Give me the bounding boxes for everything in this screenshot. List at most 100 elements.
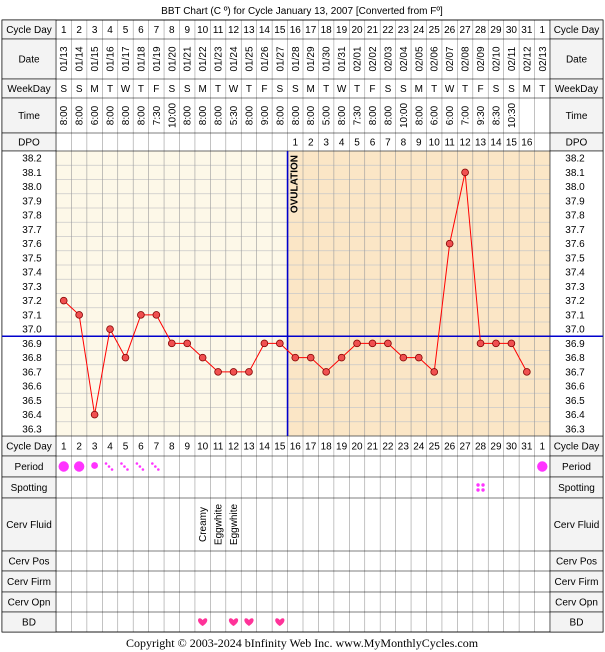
time-cell: 10:00 [399, 103, 410, 128]
row-label-bg-left [1, 611, 57, 633]
y-tick-label: 37.2 [22, 296, 42, 307]
date-cell: 02/05 [414, 46, 425, 71]
date-cell: 01/31 [337, 46, 348, 71]
row-label-period: Period [15, 462, 44, 473]
period-light-dot [157, 468, 160, 471]
date-cell: 02/07 [445, 46, 456, 71]
date-cell: 02/03 [383, 46, 394, 71]
time-cell: 8:00 [244, 105, 255, 125]
y-tick-label-right: 38.2 [565, 154, 585, 165]
weekday-cell: F [477, 84, 483, 95]
bd-heart-icon [198, 618, 208, 626]
temperature-point [229, 368, 238, 376]
period-light-dot [107, 465, 111, 468]
period-heavy-dot [73, 461, 85, 472]
ovulation-label: OVULATION [290, 155, 301, 213]
cycle-day-cell-bottom: 4 [107, 442, 113, 453]
row-label-period-right: Period [562, 462, 591, 473]
time-cell: 8:00 [121, 105, 132, 125]
spotting-dot [476, 483, 480, 487]
cycle-day-cell: 1 [540, 25, 546, 36]
time-cell: 10:00 [167, 103, 178, 128]
weekday-cell: W [229, 84, 239, 95]
row-label-cerv-opn-right: Cerv Opn [555, 598, 598, 609]
y-tick-label: 36.5 [22, 396, 42, 407]
row-label-time-right: Time [566, 111, 588, 122]
time-cell: 6:00 [430, 105, 441, 125]
chart-title: BBT Chart (C º) for Cycle January 13, 20… [161, 6, 443, 17]
y-tick-label-right: 37.3 [565, 282, 585, 293]
y-tick-label-right: 38.0 [565, 182, 585, 193]
y-tick-label-right: 37.1 [565, 310, 585, 321]
time-cell: 8:00 [414, 105, 425, 125]
cycle-day-cell: 20 [351, 25, 363, 36]
weekday-cell: T [107, 84, 113, 95]
cycle-day-cell: 9 [184, 25, 190, 36]
cycle-day-cell-bottom: 21 [367, 442, 379, 453]
time-cell: 8:00 [383, 105, 394, 125]
time-cell: 8:00 [75, 105, 86, 125]
weekday-cell: W [337, 84, 347, 95]
row-cells: 11S01/138:0022S01/148:0033M01/156:0044T0… [58, 25, 549, 626]
y-tick-label: 37.8 [22, 211, 42, 222]
y-tick-label: 37.6 [22, 239, 42, 250]
date-cell: 01/19 [152, 46, 163, 71]
weekday-cell: F [153, 84, 159, 95]
cycle-day-cell-bottom: 30 [506, 442, 518, 453]
cycle-day-cell: 8 [169, 25, 175, 36]
y-tick-label: 38.1 [22, 168, 42, 179]
date-cell: 01/16 [106, 46, 117, 71]
temperature-point [59, 296, 68, 305]
cycle-day-cell: 12 [228, 25, 240, 36]
bd-heart-icon [275, 618, 285, 626]
y-tick-label-right: 36.6 [565, 382, 585, 393]
cycle-day-cell-bottom: 9 [184, 442, 190, 453]
dpo-cell: 14 [490, 138, 502, 149]
dpo-cell: 12 [460, 138, 472, 149]
row-label-bg-left [1, 97, 57, 134]
period-heavy-dot [537, 461, 548, 472]
cycle-day-cell-bottom: 27 [460, 442, 472, 453]
weekday-cell: T [462, 84, 468, 95]
date-cell: 01/18 [136, 46, 147, 71]
time-cell: 8:00 [183, 105, 194, 125]
date-cell: 01/15 [90, 46, 101, 71]
temperature-point [492, 339, 500, 348]
date-cell: 01/13 [59, 46, 70, 71]
temperature-point [75, 311, 83, 319]
date-cell: 01/21 [183, 46, 194, 71]
dpo-cell: 5 [354, 138, 360, 149]
temperature-point [337, 353, 346, 362]
bd-heart-icon [228, 618, 239, 626]
row-label-cerv-firm-right: Cerv Firm [555, 577, 599, 588]
row-label-bd-right: BD [570, 618, 584, 629]
cycle-day-cell: 28 [475, 25, 487, 36]
row-label-cerv-pos-right: Cerv Pos [556, 557, 597, 568]
period-light-dot [126, 468, 129, 471]
weekday-cell: S [184, 84, 191, 95]
cycle-day-cell: 10 [197, 25, 209, 36]
footer-copyright: Copyright © 2003-2024 bInfinity Web Inc.… [126, 636, 479, 650]
y-axis-right-bg [549, 150, 604, 437]
row-label-weekday: WeekDay [7, 84, 50, 95]
y-tick-label-right: 36.4 [565, 410, 585, 421]
period-light-dot [110, 468, 114, 471]
period-light-dot [141, 468, 145, 471]
date-cell: 02/04 [399, 46, 410, 71]
date-cell: 02/11 [507, 46, 518, 71]
y-tick-label-right: 37.9 [565, 196, 585, 207]
cycle-day-cell-bottom: 24 [413, 442, 425, 453]
time-cell: 7:30 [152, 105, 163, 125]
weekday-cell: T [246, 84, 252, 95]
weekday-cell: S [168, 84, 175, 95]
y-tick-label: 38.2 [22, 154, 42, 165]
dpo-cell: 16 [521, 138, 533, 149]
cycle-day-cell: 26 [444, 25, 456, 36]
y-tick-label: 37.3 [22, 282, 42, 293]
cycle-day-cell-bottom: 18 [321, 442, 333, 453]
cycle-day-cell: 17 [305, 25, 317, 36]
cycle-day-cell-bottom: 10 [197, 442, 209, 453]
date-cell: 02/01 [353, 46, 364, 71]
temperature-point [106, 325, 114, 333]
y-tick-label: 37.4 [22, 268, 42, 279]
